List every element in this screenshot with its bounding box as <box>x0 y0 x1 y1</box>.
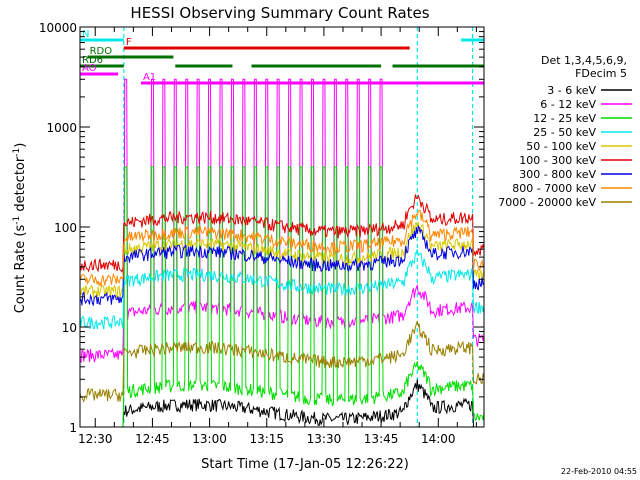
series-line <box>80 249 484 330</box>
legend-label: 3 - 6 keV <box>547 84 596 97</box>
flag-label: N <box>82 29 89 40</box>
x-axis-label: Start Time (17-Jan-05 12:26:22) <box>201 457 409 472</box>
flag-label: F <box>126 37 132 48</box>
y-axis-label: Count Rate (s-1 detector-1) <box>12 143 28 314</box>
legend-label: 100 - 300 keV <box>519 154 596 167</box>
x-tick-label: 12:30 <box>78 432 113 446</box>
legend-label: 25 - 50 keV <box>533 126 596 139</box>
flag-label: A1 <box>143 72 156 83</box>
series-line <box>80 225 484 307</box>
legend-label: 12 - 25 keV <box>533 112 596 125</box>
y-tick-label: 1 <box>69 421 77 435</box>
flag-label: RD6 <box>82 55 103 66</box>
series-line <box>80 78 484 364</box>
x-tick-label: 14:00 <box>421 432 456 446</box>
legend-header: FDecim 5 <box>575 67 627 80</box>
series-line <box>80 320 484 403</box>
series-line <box>80 194 484 273</box>
flag-label: AO <box>82 63 97 74</box>
legend-label: 7000 - 20000 keV <box>498 196 596 209</box>
series-line <box>80 166 484 427</box>
y-axis-label-exp: -1 <box>12 216 22 225</box>
legend-label: 6 - 12 keV <box>540 98 596 111</box>
x-tick-label: 13:15 <box>249 432 284 446</box>
legend-header: Det 1,3,4,5,6,9, <box>541 54 627 67</box>
y-axis-label-exp2: -1 <box>12 148 22 157</box>
chart-title: HESSI Observing Summary Count Rates <box>130 4 429 22</box>
legend-label: 50 - 100 keV <box>526 140 596 153</box>
y-tick-label: 10 <box>62 321 77 335</box>
legend-label: 800 - 7000 keV <box>512 182 596 195</box>
creation-stamp: 22-Feb-2010 04:55 <box>561 467 637 476</box>
axis-ticks: 12:30 12:45 13:00 13:15 13:30 13:45 14:00 1 10 10… <box>39 21 484 446</box>
y-tick-label: 100 <box>54 221 77 235</box>
x-tick-label: 13:45 <box>364 432 399 446</box>
series-line <box>80 379 484 427</box>
y-axis-label-main: Count Rate (s <box>13 225 28 314</box>
y-tick-label: 1000 <box>46 121 77 135</box>
y-tick-label: 10000 <box>39 21 77 35</box>
flag-label: RDO <box>90 46 113 57</box>
x-tick-label: 13:30 <box>307 432 342 446</box>
legend-label: 300 - 800 keV <box>519 168 596 181</box>
x-tick-label: 13:00 <box>192 432 227 446</box>
series-line <box>80 209 484 287</box>
y-axis-label-tail: detector <box>13 156 28 216</box>
series-line <box>80 221 484 299</box>
y-axis-label-close: ) <box>13 143 28 148</box>
series-layer <box>80 78 484 427</box>
x-tick-label: 12:45 <box>135 432 170 446</box>
